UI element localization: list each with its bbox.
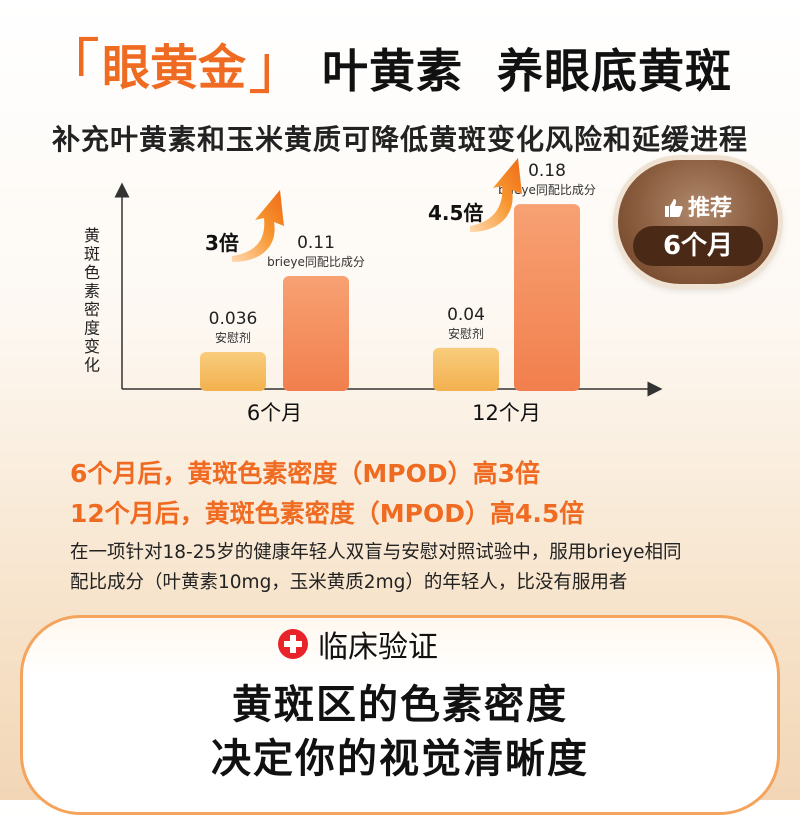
bracket-left: 「 xyxy=(40,33,100,103)
growth-arrow-icon xyxy=(470,158,522,232)
recommend-label: 推荐 xyxy=(687,196,732,221)
header: 「 眼黄金 」 叶黄素 养眼底黄斑 xyxy=(40,28,732,108)
medical-cross-icon xyxy=(278,629,308,659)
brand-name: 眼黄金 xyxy=(102,40,247,96)
highlight-12-months: 12个月后，黄斑色素密度（MPOD）高4.5倍 xyxy=(70,499,585,528)
x-tick-label: 12个月 xyxy=(472,401,541,425)
highlight-6-months: 6个月后，黄斑色素密度（MPOD）高3倍 xyxy=(70,459,540,488)
y-axis-label-char: 斑 xyxy=(84,245,100,264)
y-axis-label-char: 化 xyxy=(84,356,100,375)
subtitle: 补充叶黄素和玉米黄质可降低黄斑变化风险和延缓进程 xyxy=(51,123,748,156)
y-axis-label-char: 黄 xyxy=(84,226,100,245)
clinical-statement-line1: 黄斑区的色素密度 xyxy=(232,682,568,728)
series-label: brieye同配比成分 xyxy=(498,183,596,197)
bar-brieye-1 xyxy=(514,204,580,391)
clinical-badge-label: 临床验证 xyxy=(318,630,438,665)
y-axis-label-char: 变 xyxy=(84,337,100,356)
study-description-line2: 配比成分（叶黄素10mg，玉米黄质2mg）的年轻人，比没有服用者 xyxy=(70,572,628,593)
data-label: 0.18 xyxy=(528,161,566,181)
bar-brieye-0 xyxy=(283,276,349,391)
multiplier-label: 3倍 xyxy=(205,231,239,255)
bar-placebo-0 xyxy=(200,352,266,391)
x-tick-label: 6个月 xyxy=(247,401,302,425)
multiplier-label: 4.5倍 xyxy=(428,201,483,225)
clinical-statement-line2: 决定你的视觉清晰度 xyxy=(211,736,589,782)
series-label: brieye同配比成分 xyxy=(267,255,365,269)
header-title: 叶黄素 养眼底黄斑 xyxy=(322,44,733,98)
y-axis-label-char: 色 xyxy=(84,263,100,282)
data-label: 0.04 xyxy=(447,305,485,325)
series-label: 安慰剂 xyxy=(215,330,251,345)
bracket-right: 」 xyxy=(248,33,309,103)
recommend-badge: 推荐 6个月 xyxy=(618,160,778,284)
y-axis-label-char: 素 xyxy=(84,282,100,301)
clinical-badge: 临床验证 xyxy=(278,622,438,666)
bar-placebo-1 xyxy=(433,347,499,391)
y-axis-label-char: 密 xyxy=(84,300,100,319)
recommend-duration: 6个月 xyxy=(633,226,763,266)
thumbs-up-icon xyxy=(664,199,683,217)
study-description-line1: 在一项针对18-25岁的健康年轻人双盲与安慰对照试验中，服用brieye相同 xyxy=(70,542,682,563)
series-label: 安慰剂 xyxy=(448,326,484,341)
data-label: 0.11 xyxy=(297,233,335,253)
data-label: 0.036 xyxy=(209,309,258,329)
y-axis-label-char: 度 xyxy=(84,319,100,338)
growth-arrow-icon xyxy=(232,190,284,262)
bar-chart: 黄斑色素密度变化0.036安慰剂0.04安慰剂0.11brieye同配比成分0.… xyxy=(84,158,663,425)
